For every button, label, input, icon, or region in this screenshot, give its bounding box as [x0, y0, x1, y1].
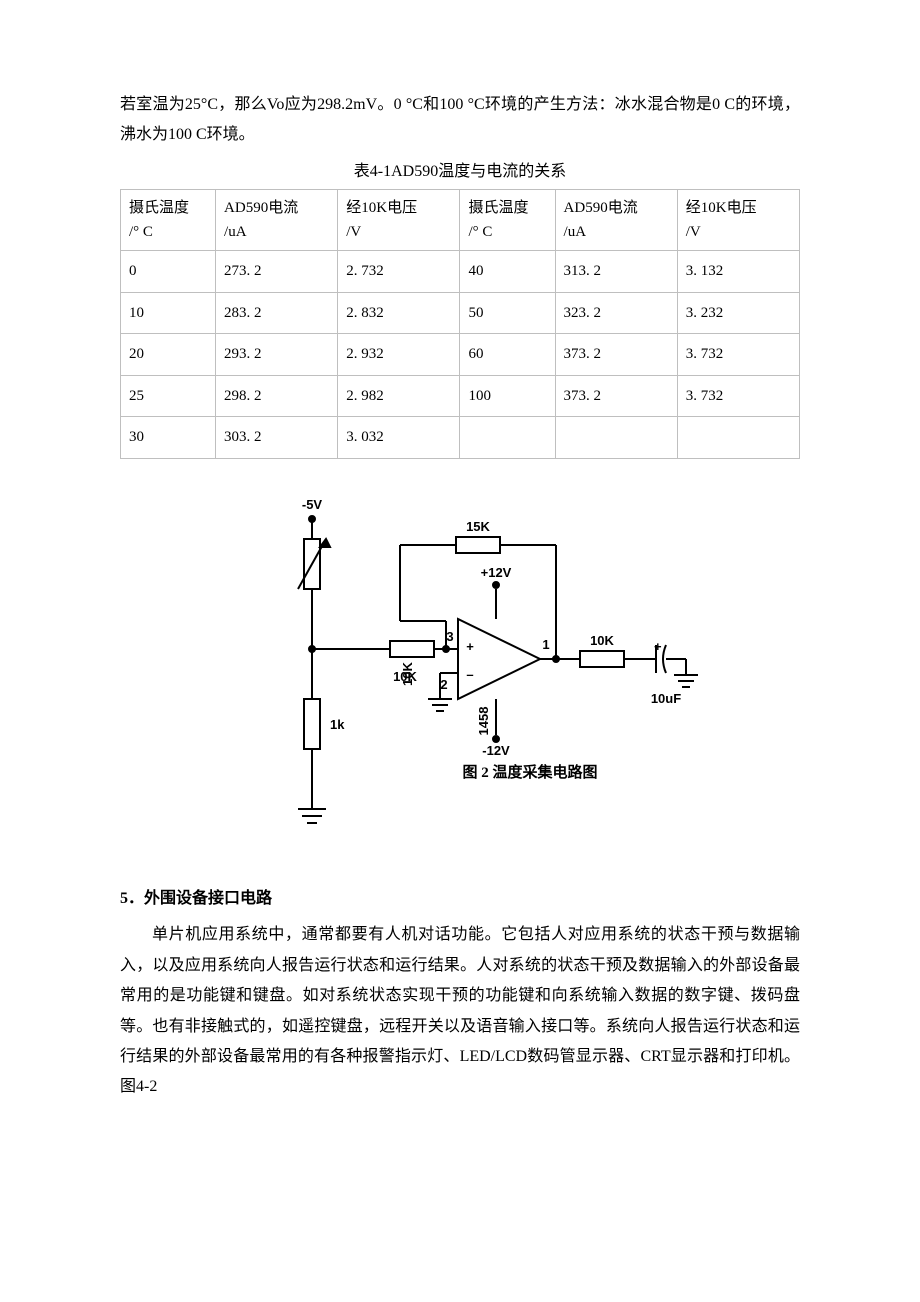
label-pos12v: +12V — [481, 565, 512, 580]
section-5-heading: 5．外围设备接口电路 — [120, 884, 800, 914]
circuit-svg: -5V 10K 10K 3 — [200, 489, 720, 849]
th-voltage-1: 经10K电压 /V — [338, 190, 460, 251]
label-neg5v: -5V — [302, 497, 323, 512]
table-caption: 表4-1AD590温度与电流的关系 — [120, 157, 800, 187]
label-r-out: 10K — [590, 633, 614, 648]
label-r-feedback: 15K — [466, 519, 490, 534]
th-current-1: AD590电流 /uA — [216, 190, 338, 251]
label-neg12v: -12V — [482, 743, 510, 758]
table-row: 30 303. 2 3. 032 — [121, 417, 800, 459]
th-temp-1: 摄氏温度 /° C — [121, 190, 216, 251]
th-current-2: AD590电流 /uA — [555, 190, 677, 251]
page-content: 若室温为25°C，那么Vo应为298.2mV。0 °C和100 °C环境的产生方… — [0, 0, 920, 1167]
section-5-body: 单片机应用系统中，通常都要有人机对话功能。它包括人对应用系统的状态干预与数据输入… — [120, 920, 800, 1102]
svg-text:+: + — [466, 639, 474, 654]
th-voltage-2: 经10K电压 /V — [677, 190, 799, 251]
label-r-input-flat: 10K — [393, 669, 417, 684]
svg-text:–: – — [466, 667, 473, 682]
table-row: 10 283. 2 2. 832 50 323. 2 3. 232 — [121, 292, 800, 334]
table-row: 20 293. 2 2. 932 60 373. 2 3. 732 — [121, 334, 800, 376]
th-temp-2: 摄氏温度 /° C — [460, 190, 555, 251]
intro-paragraph: 若室温为25°C，那么Vo应为298.2mV。0 °C和100 °C环境的产生方… — [120, 90, 800, 151]
label-cap: 10uF — [651, 691, 681, 706]
temperature-current-table: 摄氏温度 /° C AD590电流 /uA 经10K电压 /V 摄氏温度 /° … — [120, 189, 800, 459]
circuit-diagram: -5V 10K 10K 3 — [120, 489, 800, 860]
label-pin3: 3 — [446, 629, 453, 644]
label-opamp: 1458 — [476, 706, 491, 735]
table-row: 25 298. 2 2. 982 100 373. 2 3. 732 — [121, 375, 800, 417]
label-pin2: 2 — [440, 677, 447, 692]
table-row: 0 273. 2 2. 732 40 313. 2 3. 132 — [121, 251, 800, 293]
label-pin1: 1 — [542, 637, 549, 652]
label-r-1k: 1k — [330, 717, 345, 732]
table-header-row: 摄氏温度 /° C AD590电流 /uA 经10K电压 /V 摄氏温度 /° … — [121, 190, 800, 251]
diagram-caption: 图 2 温度采集电路图 — [462, 763, 597, 781]
